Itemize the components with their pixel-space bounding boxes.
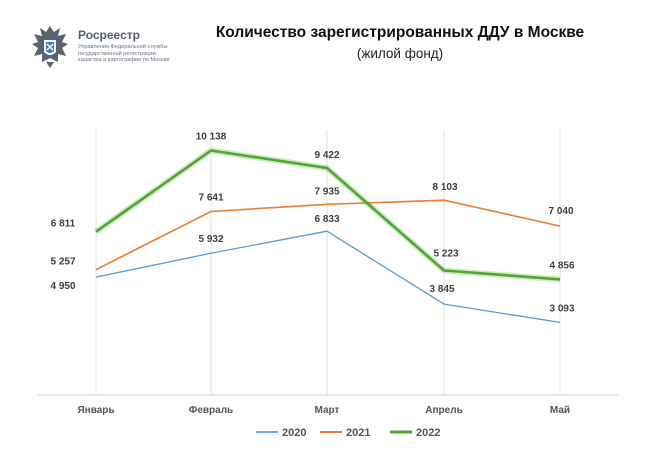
logo-name: Росреестр: [78, 28, 140, 42]
data-label: 4 856: [549, 260, 574, 271]
logo-subtitle-line: Управление Федеральной службы: [78, 44, 168, 50]
data-label: 9 422: [314, 150, 339, 161]
x-tick-label: Февраль: [189, 405, 233, 416]
label-layer: 4 950 5 932 6 833 3 845 3 093 5 257 7 641 7 935…: [50, 132, 574, 315]
x-tick-label: Январь: [77, 405, 114, 416]
legend-label: 2022: [416, 427, 440, 439]
data-label: 6 833: [314, 214, 339, 225]
chart-title: Количество зарегистрированных ДДУ в Моск…: [215, 24, 585, 41]
header: Росреестр Управление Федеральной службы …: [0, 0, 650, 80]
logo-subtitle-line: кадастра и картографии по Москве: [78, 57, 170, 64]
x-tick-label: Май: [550, 405, 570, 416]
logo-subtitle: Управление Федеральной службы государств…: [78, 44, 208, 64]
chart-subtitle: (жилой фонд): [356, 46, 444, 61]
data-label: 4 950: [50, 281, 75, 292]
x-tick-label: Март: [315, 405, 340, 416]
data-label: 5 932: [198, 234, 223, 245]
series-layer: [94, 147, 561, 324]
data-label: 3 845: [429, 284, 454, 295]
x-tick-label: Апрель: [425, 405, 462, 416]
grid-layer: [95, 130, 561, 395]
data-label: 5 257: [50, 257, 75, 268]
legend-label: 2020: [282, 427, 306, 439]
data-label: 7 935: [314, 186, 339, 197]
x-axis: Январь Февраль Март Апрель Май: [38, 394, 618, 416]
legend: 2020 2021 2022: [256, 427, 440, 439]
logo-subtitle-line: государственной регистрации,: [78, 50, 158, 57]
data-label: 7 641: [198, 192, 223, 203]
data-label: 6 811: [51, 219, 76, 230]
series-line-2021: [95, 199, 561, 271]
data-label: 7 040: [548, 206, 573, 217]
data-label: 8 103: [432, 182, 457, 193]
data-label: 10 138: [196, 132, 227, 143]
data-label: 3 093: [549, 303, 574, 314]
rosreestr-emblem-icon: [32, 26, 68, 68]
data-label: 5 223: [433, 248, 458, 259]
legend-label: 2021: [346, 427, 370, 439]
series-line-2020: [95, 230, 561, 324]
